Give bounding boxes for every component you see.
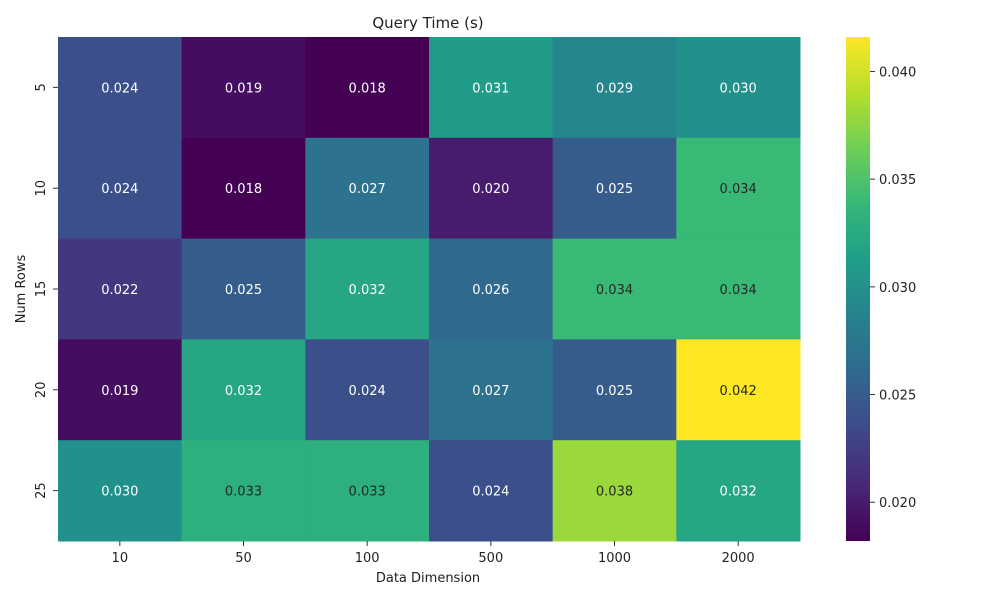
heatmap-cell — [58, 238, 183, 340]
cell-value-label: 0.034 — [596, 283, 633, 298]
chart-title: Query Time (s) — [372, 14, 483, 32]
heatmap-cell — [181, 440, 306, 542]
heatmap-cell — [552, 339, 677, 441]
cell-value-label: 0.020 — [472, 182, 509, 197]
cell-value-label: 0.025 — [225, 283, 262, 298]
cell-value-label: 0.018 — [349, 81, 386, 96]
y-axis-label: Num Rows — [14, 254, 29, 323]
heatmap-cell — [58, 440, 183, 542]
cell-value-label: 0.033 — [225, 485, 262, 500]
heatmap-cell — [305, 238, 430, 340]
cell-value-label: 0.019 — [225, 81, 262, 96]
heatmap-cell — [58, 339, 183, 441]
x-tick-label: 2000 — [722, 551, 755, 566]
cell-value-label: 0.022 — [101, 283, 138, 298]
cell-value-label: 0.027 — [349, 182, 386, 197]
cell-value-label: 0.019 — [101, 384, 138, 399]
cell-value-label: 0.024 — [472, 485, 509, 500]
heatmap-cell — [181, 238, 306, 340]
heatmap-cell — [429, 137, 554, 240]
heatmap-cell — [552, 440, 677, 542]
cell-value-label: 0.024 — [101, 182, 138, 197]
heatmap-cell — [429, 238, 554, 340]
y-axis: 5 10 15 20 25 — [34, 83, 58, 499]
x-tick-label: 50 — [235, 551, 252, 566]
colorbar-tick-label: 0.040 — [879, 65, 916, 80]
heatmap-cell — [58, 37, 183, 139]
y-tick-label: 15 — [34, 281, 49, 298]
colorbar-tick-label: 0.020 — [879, 496, 916, 511]
heatmap-cell — [181, 37, 306, 139]
heatmap-cell — [58, 137, 183, 240]
heatmap-cells: 0.024 0.019 0.018 0.031 0.029 0.030 0.024 0.018… — [58, 37, 801, 542]
heatmap-cell — [552, 137, 677, 240]
x-tick-label: 500 — [478, 551, 503, 566]
cell-value-label: 0.025 — [596, 182, 633, 197]
heatmap-cell — [552, 238, 677, 340]
cell-value-label: 0.033 — [349, 485, 386, 500]
cell-value-label: 0.027 — [472, 384, 509, 399]
y-tick-label: 10 — [34, 180, 49, 197]
colorbar-tick-label: 0.030 — [879, 281, 916, 296]
cell-value-label: 0.024 — [101, 81, 138, 96]
heatmap-cell — [676, 440, 801, 542]
cell-value-label: 0.029 — [596, 81, 633, 96]
cell-value-label: 0.034 — [720, 182, 757, 197]
cell-value-label: 0.025 — [596, 384, 633, 399]
y-tick-label: 20 — [34, 382, 49, 399]
x-axis: 10 50 100 500 1000 2000 — [112, 541, 755, 566]
heatmap-cell — [181, 339, 306, 441]
x-tick-label: 10 — [112, 551, 129, 566]
cell-value-label: 0.032 — [720, 485, 757, 500]
cell-value-label: 0.032 — [349, 283, 386, 298]
cell-value-label: 0.018 — [225, 182, 262, 197]
heatmap-cell — [305, 440, 430, 542]
cell-value-label: 0.042 — [720, 384, 757, 399]
heatmap-cell — [676, 137, 801, 240]
x-tick-label: 100 — [355, 551, 380, 566]
heatmap-cell — [181, 137, 306, 240]
heatmap-cell — [305, 339, 430, 441]
cell-value-label: 0.032 — [225, 384, 262, 399]
heatmap-cell — [676, 339, 801, 441]
heatmap-cell — [676, 238, 801, 340]
x-tick-label: 1000 — [598, 551, 631, 566]
colorbar-tick-label: 0.035 — [879, 173, 916, 188]
cell-value-label: 0.024 — [349, 384, 386, 399]
y-tick-label: 25 — [34, 482, 49, 499]
colorbar-gradient — [846, 37, 870, 541]
cell-value-label: 0.034 — [720, 283, 757, 298]
colorbar: 0.020 0.025 0.030 0.035 0.040 — [846, 37, 916, 541]
heatmap-cell — [429, 37, 554, 139]
cell-value-label: 0.031 — [472, 81, 509, 96]
heatmap-cell — [305, 137, 430, 240]
cell-value-label: 0.030 — [101, 485, 138, 500]
heatmap-cell — [305, 37, 430, 139]
x-axis-label: Data Dimension — [376, 571, 480, 586]
heatmap-cell — [552, 37, 677, 139]
cell-value-label: 0.026 — [472, 283, 509, 298]
cell-value-label: 0.030 — [720, 81, 757, 96]
y-tick-label: 5 — [34, 83, 49, 91]
heatmap-cell — [676, 37, 801, 139]
heatmap-cell — [429, 440, 554, 542]
colorbar-tick-label: 0.025 — [879, 389, 916, 404]
cell-value-label: 0.038 — [596, 485, 633, 500]
heatmap-cell — [429, 339, 554, 441]
